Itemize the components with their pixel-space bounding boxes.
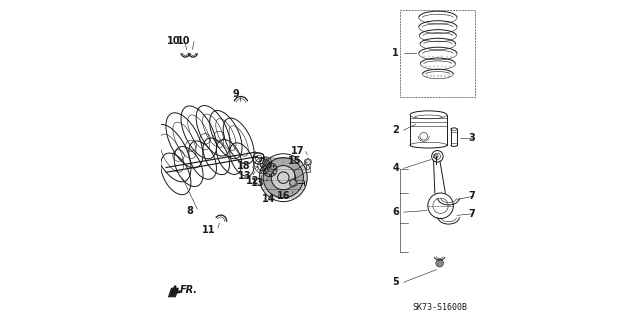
- Polygon shape: [433, 154, 438, 159]
- Text: 9: 9: [233, 89, 239, 99]
- Text: 7: 7: [468, 209, 475, 219]
- Circle shape: [269, 174, 271, 176]
- Text: 3: 3: [468, 133, 475, 143]
- Polygon shape: [168, 288, 179, 297]
- Text: 13: 13: [251, 178, 264, 188]
- Text: 4: 4: [392, 163, 399, 174]
- Circle shape: [265, 165, 267, 167]
- Text: 10: 10: [177, 36, 191, 47]
- Circle shape: [275, 169, 276, 171]
- Text: 8: 8: [186, 205, 193, 216]
- Circle shape: [264, 169, 266, 171]
- Text: 13: 13: [238, 171, 252, 182]
- Text: 15: 15: [288, 156, 301, 166]
- Text: 6: 6: [392, 207, 399, 217]
- Bar: [306, 164, 310, 172]
- Text: 14: 14: [262, 194, 275, 204]
- Polygon shape: [305, 158, 311, 166]
- Text: 5: 5: [392, 277, 399, 287]
- Circle shape: [265, 173, 267, 174]
- Text: 11: 11: [202, 225, 216, 235]
- Text: FR.: FR.: [180, 285, 198, 295]
- Text: 10: 10: [167, 36, 180, 47]
- Text: 2: 2: [392, 125, 399, 135]
- Text: 17: 17: [291, 145, 305, 156]
- Bar: [401, 10, 476, 97]
- Text: 18: 18: [237, 161, 251, 171]
- Text: 12: 12: [246, 176, 259, 186]
- Circle shape: [269, 163, 271, 165]
- Polygon shape: [289, 178, 297, 187]
- Circle shape: [189, 54, 190, 55]
- Circle shape: [196, 54, 198, 55]
- Text: 7: 7: [468, 191, 475, 201]
- Text: SK73-S1600B: SK73-S1600B: [412, 303, 467, 312]
- Circle shape: [188, 54, 189, 55]
- Bar: [255, 156, 258, 158]
- Circle shape: [436, 259, 444, 267]
- Text: 16: 16: [276, 190, 290, 201]
- Circle shape: [273, 165, 275, 167]
- Circle shape: [180, 54, 182, 55]
- Circle shape: [273, 173, 275, 174]
- Text: 1: 1: [392, 48, 399, 58]
